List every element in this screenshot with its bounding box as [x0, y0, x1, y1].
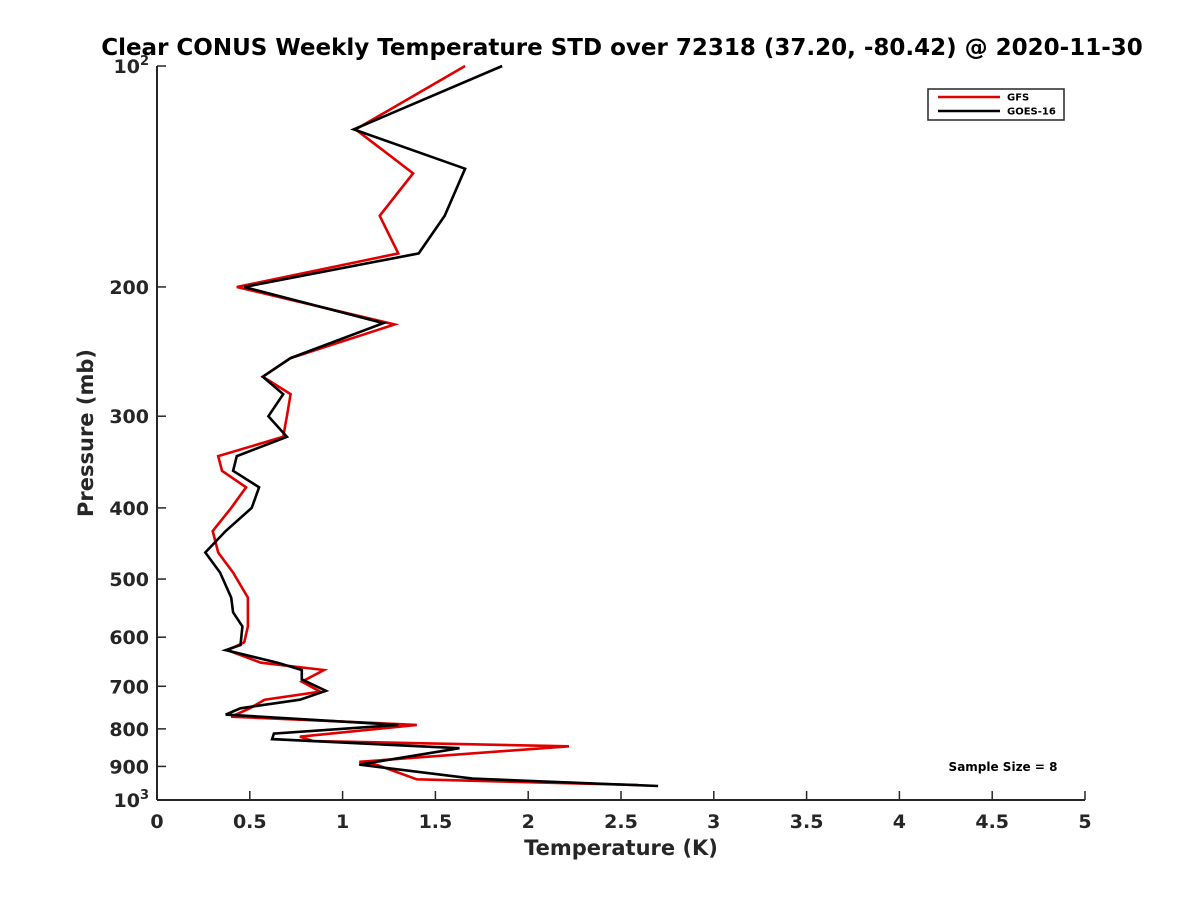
legend-label-goes16: GOES-16	[1007, 107, 1056, 118]
x-tick-label: 1	[336, 811, 349, 833]
x-tick-label: 3.5	[790, 811, 824, 833]
legend-box	[927, 88, 1065, 121]
y-tick-label: 300	[109, 406, 149, 428]
y-tick-label: 800	[109, 719, 149, 741]
x-tick-label: 4.5	[975, 811, 1009, 833]
y-axis-label: Pressure (mb)	[74, 349, 98, 517]
x-tick-label: 2.5	[604, 811, 638, 833]
sample-size-annotation: Sample Size = 8	[949, 760, 1058, 774]
chart-title: Clear CONUS Weekly Temperature STD over …	[101, 35, 1143, 61]
y-tick-label: 102	[114, 54, 150, 78]
x-tick-label: 3	[707, 811, 720, 833]
x-tick-label: 1.5	[419, 811, 453, 833]
y-tick-label: 900	[109, 756, 149, 778]
series-layer	[203, 64, 659, 788]
y-tick-exponent: 3	[140, 788, 149, 803]
y-tick-label: 400	[109, 498, 149, 520]
x-tick-label: 0.5	[233, 811, 267, 833]
y-tick-label: 700	[109, 676, 149, 698]
y-tick-label: 600	[109, 627, 149, 649]
x-tick-label: 5	[1078, 811, 1091, 833]
y-tick-base: 10	[114, 56, 140, 78]
y-tick-exponent: 2	[140, 54, 149, 69]
y-tick-label: 200	[109, 277, 149, 299]
x-ticks: 0 0.5 1 1.5 2 2.5 3 3.5 4 4.5 5	[150, 791, 1092, 833]
y-tick-label: 500	[109, 569, 149, 591]
y-tick-base: 10	[114, 790, 140, 812]
legend: GFS GOES-16	[927, 88, 1065, 121]
y-tick-label: 103	[114, 788, 150, 812]
x-tick-label: 0	[150, 811, 163, 833]
x-axis-label: Temperature (K)	[524, 836, 718, 860]
legend-label-gfs: GFS	[1007, 93, 1029, 104]
series-line-goes-16	[203, 64, 659, 788]
x-tick-label: 4	[893, 811, 906, 833]
x-tick-label: 2	[522, 811, 535, 833]
series-line-gfs	[211, 64, 638, 787]
